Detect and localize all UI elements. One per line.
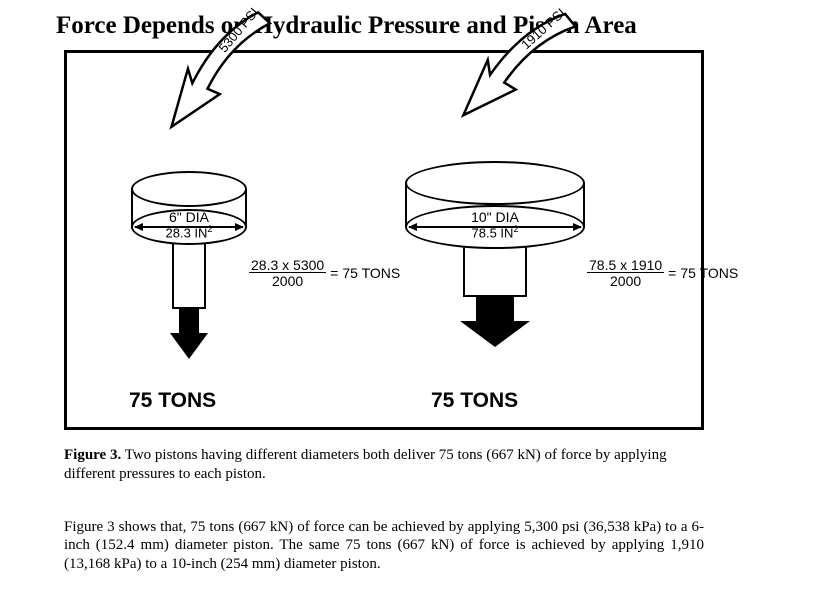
area-label: 78.5 IN2 xyxy=(405,225,585,240)
piston-small: 6" DIA28.3 IN2 xyxy=(131,171,247,172)
equals-sign: = xyxy=(326,265,342,281)
body-paragraph: Figure 3 shows that, 75 tons (667 kN) of… xyxy=(64,518,704,574)
force-formula: 78.5 x 19102000=75 TONS xyxy=(587,258,738,288)
piston-dimension-label: 10" DIA78.5 IN2 xyxy=(405,210,585,240)
formula-denominator: 2000 xyxy=(249,273,326,288)
equals-sign: = xyxy=(664,265,680,281)
page-title: Force Depends on Hydraulic Pressure and … xyxy=(56,12,755,40)
formula-denominator: 2000 xyxy=(587,273,664,288)
force-formula: 28.3 x 53002000=75 TONS xyxy=(249,258,400,288)
figure-frame: 6" DIA28.3 IN2 5300 PSI 28.3 x 53002000=… xyxy=(64,50,704,430)
figure-caption-label: Figure 3. xyxy=(64,447,121,463)
formula-result: 75 TONS xyxy=(680,265,738,281)
formula-numerator: 78.5 x 1910 xyxy=(587,258,664,273)
area-label: 28.3 IN2 xyxy=(131,225,247,240)
piston-large: 10" DIA78.5 IN2 xyxy=(405,161,585,162)
diameter-label: 10" DIA xyxy=(405,210,585,225)
force-output-label: 75 TONS xyxy=(431,389,518,413)
piston-dimension-label: 6" DIA28.3 IN2 xyxy=(131,210,247,240)
figure-caption: Figure 3. Two pistons having different d… xyxy=(64,446,704,484)
diameter-label: 6" DIA xyxy=(131,210,247,225)
formula-result: 75 TONS xyxy=(342,265,400,281)
formula-numerator: 28.3 x 5300 xyxy=(249,258,326,273)
figure-caption-text: Two pistons having different diameters b… xyxy=(64,447,667,482)
force-output-label: 75 TONS xyxy=(129,389,216,413)
